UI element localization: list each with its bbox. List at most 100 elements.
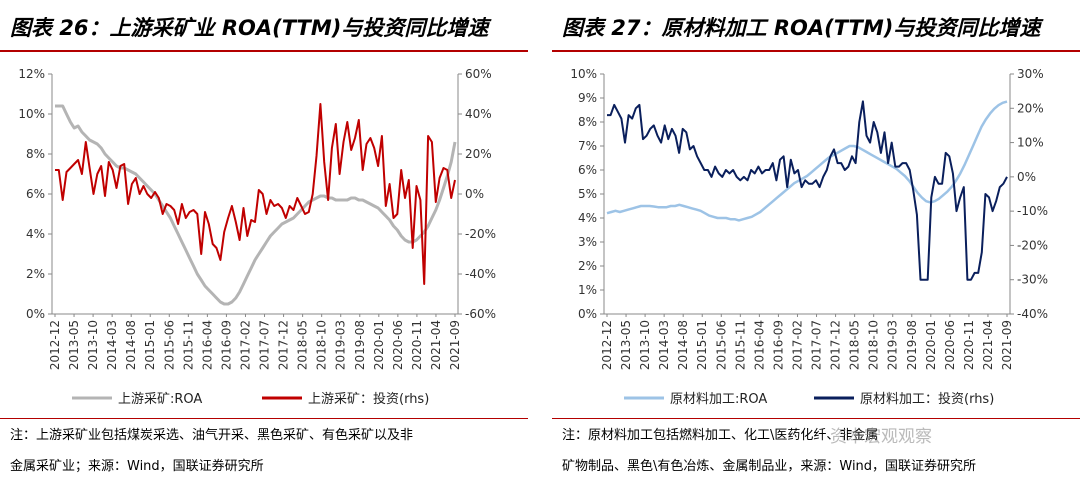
left-tick-label: 8% [26,147,45,161]
x-tick-label: 2014-03 [105,320,119,370]
x-tick-label: 2017-07 [258,320,272,370]
x-tick-label: 2021-04 [429,320,443,370]
legend-label: 原材料加工:ROA [670,392,767,407]
x-tick-label: 2017-07 [810,320,824,370]
chart-title: 图表 27：原材料加工 ROA(TTM)与投资同比增速 [562,16,1041,40]
x-tick-label: 2014-08 [676,320,690,370]
series-line-roa [606,100,1008,222]
left-tick-label: 2% [26,267,45,281]
x-tick-label: 2017-12 [829,320,843,370]
x-tick-label: 2015-11 [733,320,747,370]
left-tick-label: 7% [578,139,597,153]
x-tick-label: 2016-04 [200,320,214,370]
right-tick-label: -30% [1017,273,1048,287]
notes-divider [0,418,528,419]
series-line-investment [607,100,1008,281]
x-tick-label: 2012-12 [600,320,614,370]
line-chart-upstream-mining: 0% 2% 4% 6% 8% 10% 12% -60% -40% -20% 0% 20% 40% 60% 2… [18,67,496,407]
left-tick-label: 0% [26,307,45,321]
series-line-roa [55,104,457,306]
chart-panel-right: 图表 27：原材料加工 ROA(TTM)与投资同比增速 0% 1% 2% 3% 4% 5%… [552,0,1080,483]
x-tick-label: 2021-04 [981,320,995,370]
x-tick-label: 2020-11 [962,320,976,370]
left-tick-label: 9% [578,91,597,105]
x-tick-label: 2018-05 [848,320,862,370]
x-tick-label: 2019-08 [353,320,367,370]
legend-label: 上游采矿：投资(rhs) [308,391,429,407]
line-chart-raw-material: 0% 1% 2% 3% 4% 5% 6% 7% 8% 9% 10% -40% -30% -20% -10% 0… [570,67,1048,407]
left-tick-label: 6% [578,163,597,177]
note-line-1: 注：上游采矿业包括煤炭采选、油气开采、黑色采矿、有色采矿以及非 [10,428,414,443]
x-tick-label: 2018-10 [867,320,881,370]
x-tick-label: 2015-01 [695,320,709,370]
x-tick-label: 2015-06 [162,320,176,370]
right-tick-label: -40% [1017,307,1048,321]
x-tick-label: 2014-03 [657,320,671,370]
left-tick-label: 8% [578,115,597,129]
left-tick-label: 3% [578,235,597,249]
series-line-investment [55,103,456,285]
right-tick-label: 20% [465,147,492,161]
x-tick-label: 2018-10 [315,320,329,370]
x-tick-label: 2015-11 [181,320,195,370]
x-tick-label: 2018-05 [296,320,310,370]
right-tick-label: 20% [1017,101,1044,115]
right-tick-label: 10% [1017,136,1044,150]
left-tick-label: 5% [578,187,597,201]
right-tick-label: 30% [1017,67,1044,81]
x-tick-label: 2019-03 [886,320,900,370]
x-tick-label: 2019-08 [905,320,919,370]
right-tick-label: 60% [465,67,492,81]
x-tick-label: 2021-09 [448,320,462,370]
x-tick-label: 2017-12 [277,320,291,370]
right-tick-label: -20% [465,227,496,241]
legend-label: 上游采矿:ROA [118,392,202,407]
chart-notes: 注：上游采矿业包括煤炭采选、油气开采、黑色采矿、有色采矿以及非 金属采矿业；来源… [10,420,522,482]
x-tick-label: 2013-10 [86,320,100,370]
left-tick-label: 6% [26,187,45,201]
x-tick-label: 2020-06 [943,320,957,370]
left-tick-label: 4% [578,211,597,225]
watermark-text: 资本宏观观察 [830,427,932,447]
title-divider [0,50,528,52]
chart-title: 图表 26：上游采矿业 ROA(TTM)与投资同比增速 [10,16,489,40]
chart-panel-left: 图表 26：上游采矿业 ROA(TTM)与投资同比增速 0% 2% 4% 6% 8% 10… [0,0,528,483]
x-tick-label: 2016-04 [752,320,766,370]
right-tick-label: 0% [1017,170,1036,184]
right-tick-label: -40% [465,267,496,281]
x-tick-label: 2016-09 [219,320,233,370]
x-tick-label: 2015-01 [143,320,157,370]
note-line-2: 金属采矿业；来源：Wind，国联证券研究所 [10,459,264,474]
x-tick-label: 2021-09 [1000,320,1014,370]
note-line-1: 注：原材料加工包括燃料加工、化工\医药化纤、非金属 [562,428,879,443]
title-divider [552,50,1080,52]
x-tick-label: 2017-02 [238,320,252,370]
left-tick-label: 10% [570,67,597,81]
x-tick-label: 2013-10 [638,320,652,370]
x-tick-label: 2020-01 [372,320,386,370]
right-tick-label: 0% [465,187,484,201]
x-tick-label: 2014-08 [124,320,138,370]
legend-label: 原材料加工：投资(rhs) [860,391,994,407]
x-tick-label: 2016-09 [771,320,785,370]
notes-divider [552,418,1080,419]
x-tick-label: 2017-02 [790,320,804,370]
right-tick-label: 40% [465,107,492,121]
left-tick-label: 2% [578,259,597,273]
x-tick-label: 2015-06 [714,320,728,370]
x-tick-label: 2012-12 [48,320,62,370]
note-line-2: 矿物制品、黑色\有色冶炼、金属制品业，来源：Wind，国联证券研究所 [562,459,977,474]
chart-notes: 注：原材料加工包括燃料加工、化工\医药化纤、非金属 矿物制品、黑色\有色冶炼、金… [562,420,1074,482]
left-tick-label: 0% [578,307,597,321]
right-tick-label: -20% [1017,238,1048,252]
x-tick-label: 2020-01 [924,320,938,370]
x-tick-label: 2013-05 [619,320,633,370]
right-tick-label: -10% [1017,204,1048,218]
left-tick-label: 1% [578,283,597,297]
right-tick-label: -60% [465,307,496,321]
x-tick-label: 2020-11 [410,320,424,370]
left-tick-label: 4% [26,227,45,241]
x-tick-label: 2013-05 [67,320,81,370]
x-tick-label: 2020-06 [391,320,405,370]
x-tick-label: 2019-03 [334,320,348,370]
